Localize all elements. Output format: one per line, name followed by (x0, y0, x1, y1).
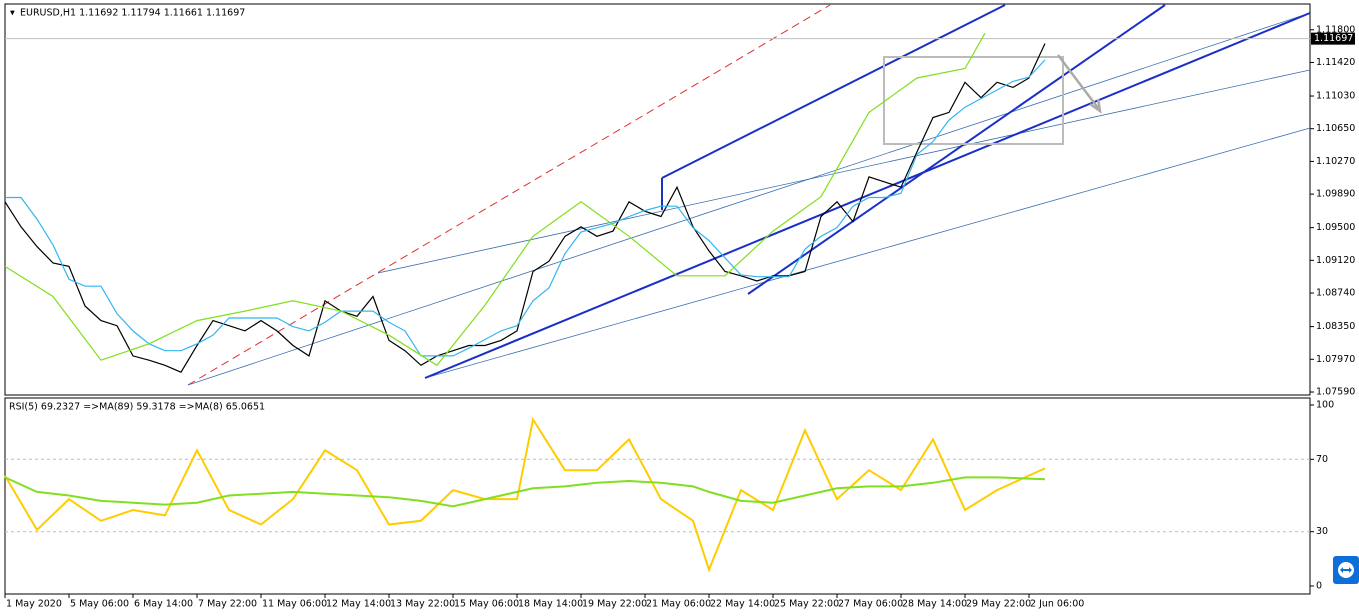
price-panel: ▾ EURUSD,H1 1.11692 1.11794 1.11661 1.11… (4, 3, 1311, 396)
chart-title: EURUSD,H1 1.11692 1.11794 1.11661 1.1169… (20, 8, 245, 19)
y-tick-label: 1.11420 (1316, 57, 1355, 68)
x-tick-label: 11 May 06:00 (262, 599, 327, 610)
rsi-title: RSI(5) 69.2327 =>MA(89) 59.3178 =>MA(8) … (9, 402, 265, 413)
x-tick-label: 21 May 06:00 (646, 599, 711, 610)
y-tick-label: 100 (1316, 400, 1334, 411)
series-line (4, 32, 986, 367)
rsi-panel: RSI(5) 69.2327 =>MA(89) 59.3178 =>MA(8) … (4, 397, 1311, 595)
y-tick-label: 1.08740 (1316, 288, 1355, 299)
y-tick-label: 0 (1316, 581, 1322, 592)
pitchfork-line (424, 127, 1311, 379)
x-tick-label: 22 May 14:00 (710, 599, 775, 610)
x-tick-label: 6 May 14:00 (134, 599, 193, 610)
y-tick-label: 1.09890 (1316, 189, 1355, 200)
price-label-box (1311, 32, 1355, 45)
price-frame (4, 3, 1311, 396)
x-tick-label: 13 May 22:00 (390, 599, 455, 610)
rsi-frame (4, 397, 1311, 595)
x-tick-label: 5 May 06:00 (70, 599, 129, 610)
y-tick-label: 30 (1316, 526, 1328, 537)
y-tick-label: 1.07590 (1316, 386, 1355, 397)
chart-title: ▾ (10, 8, 15, 19)
y-tick-label: 1.07970 (1316, 354, 1355, 365)
y-tick-label: 1.09120 (1316, 255, 1355, 266)
series-line (4, 476, 1046, 508)
x-tick-label: 18 May 14:00 (518, 599, 583, 610)
x-tick-label: 29 May 22:00 (966, 599, 1031, 610)
x-tick-label: 27 May 06:00 (838, 599, 903, 610)
x-tick-label: 15 May 06:00 (454, 599, 519, 610)
range-box (883, 56, 1064, 145)
y-tick-label: 1.08350 (1316, 321, 1355, 332)
y-tick-label: 1.11030 (1316, 91, 1355, 102)
x-tick-label: 28 May 14:00 (902, 599, 967, 610)
pitchfork-line (187, 12, 1311, 386)
channel-line (661, 4, 1006, 179)
drawing-objects (187, 4, 1311, 386)
y-tick-label: 1.10270 (1316, 156, 1355, 167)
pitchfork-line (377, 69, 1311, 274)
y-tick-label: 1.10650 (1316, 123, 1355, 134)
series-line (4, 416, 1046, 573)
channel-line (424, 12, 1311, 379)
series-line (4, 43, 1046, 373)
arrow (1057, 54, 1099, 109)
x-tick-label: 2 Jun 06:00 (1030, 599, 1084, 610)
trend-line (187, 4, 831, 386)
series-line (5, 59, 1046, 357)
y-tick-label: 1.09500 (1316, 222, 1355, 233)
y-tick-label: 70 (1316, 454, 1328, 465)
y-tick-label: 1.11800 (1316, 24, 1355, 35)
x-tick-label: 19 May 22:00 (582, 599, 647, 610)
x-tick-label: 1 May 2020 (6, 599, 62, 610)
price-label: 1.11697 (1314, 33, 1353, 44)
x-tick-label: 12 May 14:00 (326, 599, 391, 610)
x-tick-label: 25 May 22:00 (774, 599, 839, 610)
channel-line (747, 4, 1166, 295)
x-tick-label: 7 May 22:00 (198, 599, 257, 610)
teamviewer-icon (1333, 556, 1359, 584)
arrow-head (1089, 98, 1102, 114)
